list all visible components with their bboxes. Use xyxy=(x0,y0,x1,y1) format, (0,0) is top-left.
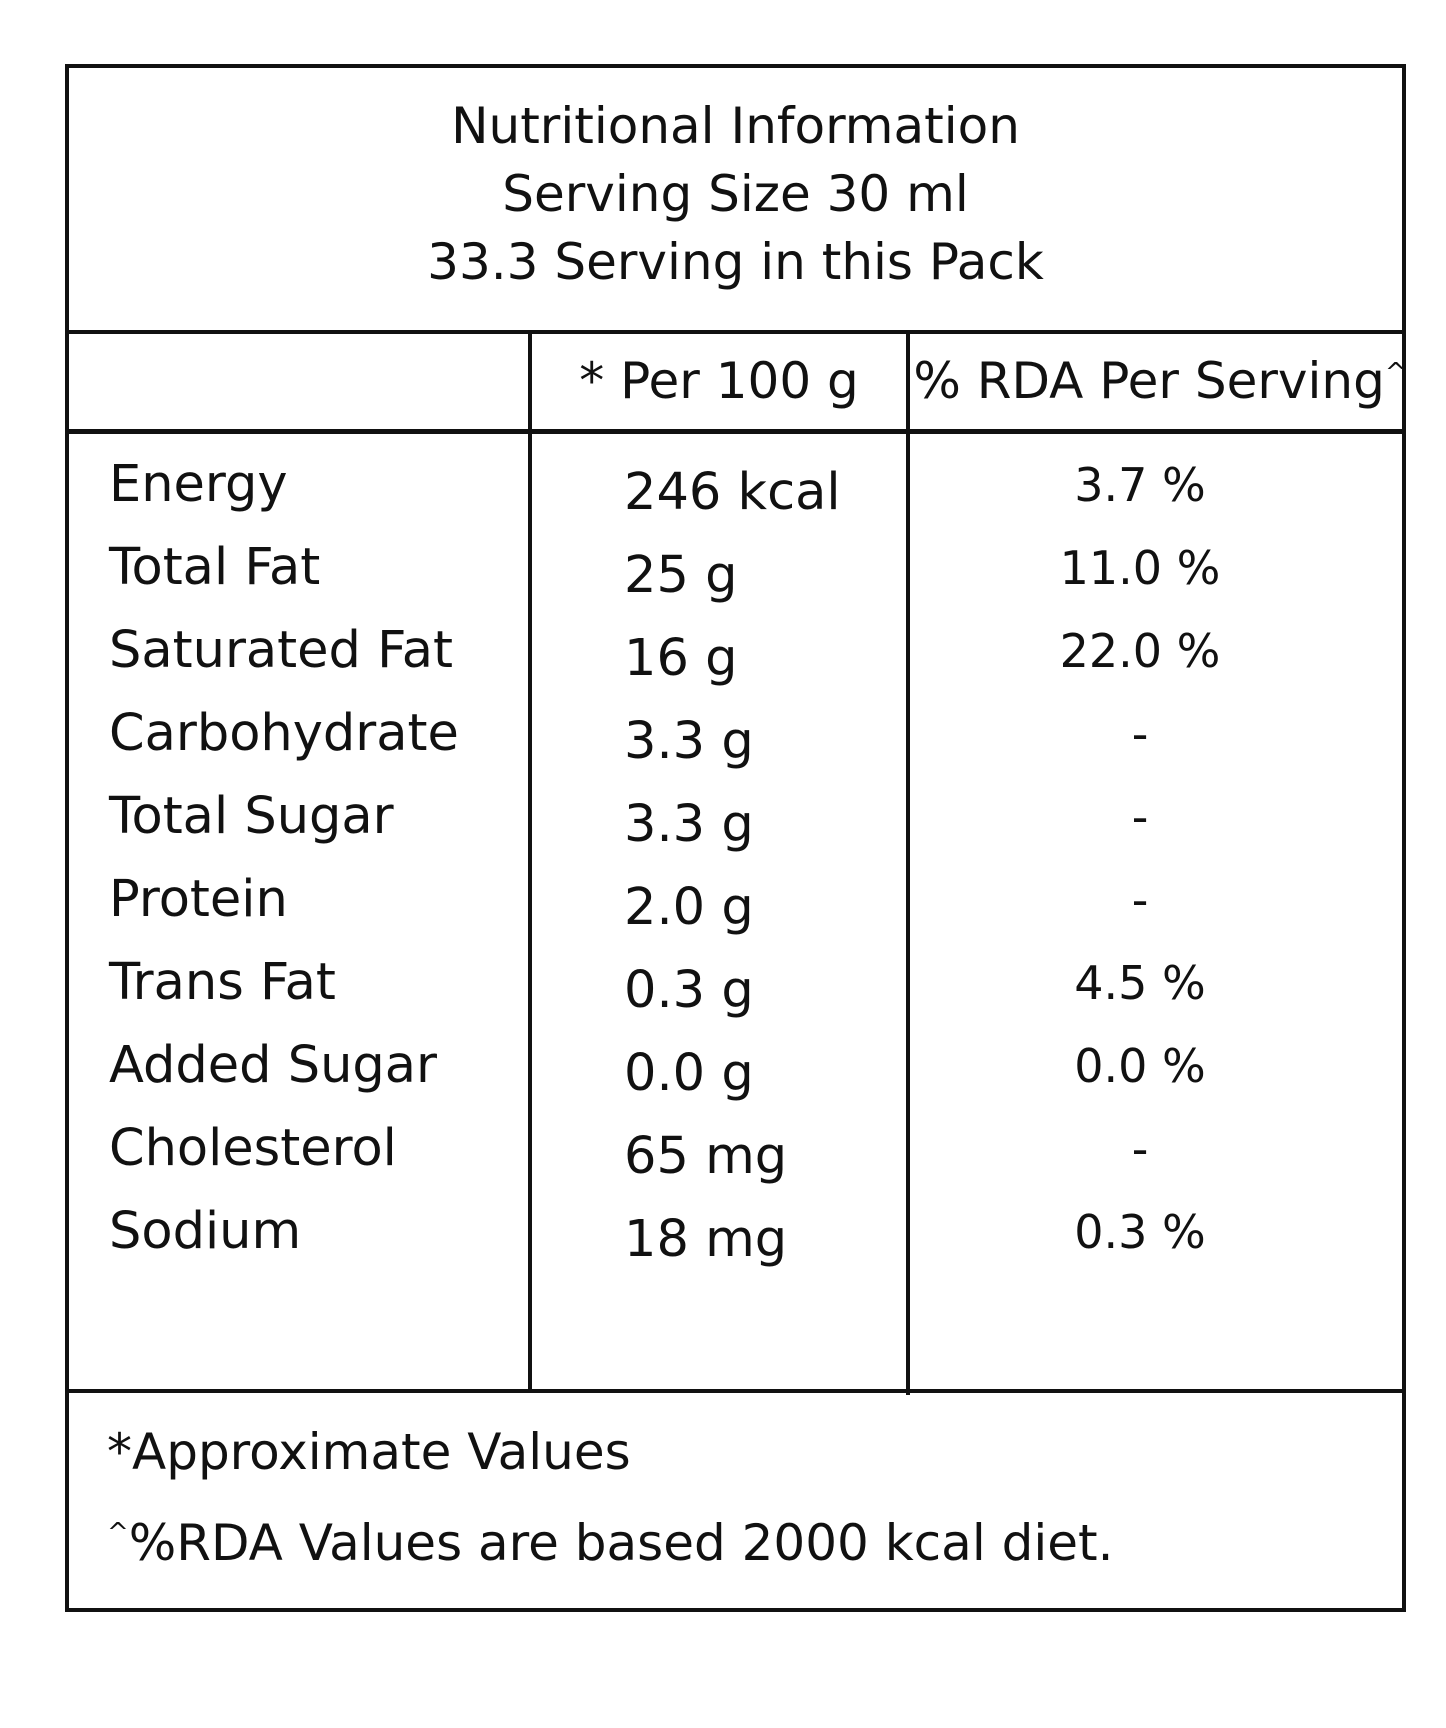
rda-basis-text: %RDA Values are based 2000 kcal diet. xyxy=(128,1514,1114,1572)
nutrient-name: Sodium xyxy=(109,1202,302,1261)
nutrient-name: Protein xyxy=(109,870,288,929)
rda-column-marker: ^ xyxy=(1384,358,1407,388)
nutrient-rda: - xyxy=(1131,790,1149,844)
nutrient-per-100g: 246 kcal xyxy=(624,463,841,522)
rda-column-header-label: % RDA Per Serving xyxy=(913,352,1385,410)
nutrient-per-100g: 3.3 g xyxy=(624,795,754,854)
nutrient-name: Total Sugar xyxy=(109,787,394,846)
rda-basis-marker: ^ xyxy=(107,1518,129,1548)
nutrition-header: Nutritional Information Serving Size 30 … xyxy=(69,68,1402,334)
nutrient-name: Added Sugar xyxy=(109,1036,437,1095)
nutrient-rda: 0.0 % xyxy=(1074,1039,1206,1093)
nutrient-per-100g: 2.0 g xyxy=(624,878,754,937)
nutrient-name: Saturated Fat xyxy=(109,621,454,680)
rda-column-header: % RDA Per Serving^ xyxy=(910,334,1410,429)
nutrient-row: Protein 2.0 g - xyxy=(69,854,1402,946)
per-100g-column-header: * Per 100 g xyxy=(579,352,859,410)
nutrient-row: Sodium 18 mg 0.3 % xyxy=(69,1186,1402,1278)
nutrient-name: Cholesterol xyxy=(109,1119,397,1178)
serving-size-text: Serving Size 30 ml xyxy=(502,165,969,223)
approximate-values-note: *Approximate Values xyxy=(107,1423,631,1481)
nutrient-per-100g: 65 mg xyxy=(624,1127,788,1186)
column-divider-1 xyxy=(528,334,532,1389)
nutrient-row: Energy 246 kcal 3.7 % xyxy=(69,439,1402,531)
nutrient-per-100g: 16 g xyxy=(624,629,738,688)
nutrient-per-100g: 25 g xyxy=(624,546,738,605)
nutrient-rda: 0.3 % xyxy=(1074,1205,1206,1259)
nutrient-rda: 4.5 % xyxy=(1074,956,1206,1010)
column-divider-2 xyxy=(906,334,910,1395)
nutrition-footer: *Approximate Values ^%RDA Values are bas… xyxy=(69,1389,1402,1608)
nutrient-row: Carbohydrate 3.3 g - xyxy=(69,688,1402,780)
nutrient-row: Total Fat 25 g 11.0 % xyxy=(69,522,1402,614)
nutrient-per-100g: 0.3 g xyxy=(624,961,754,1020)
nutrient-per-100g: 3.3 g xyxy=(624,712,754,771)
nutrition-facts-panel: Nutritional Information Serving Size 30 … xyxy=(65,64,1407,1612)
nutrition-title: Nutritional Information xyxy=(451,97,1020,155)
nutrient-rda: - xyxy=(1131,707,1149,761)
nutrient-rda: 11.0 % xyxy=(1059,541,1221,595)
nutrient-name: Carbohydrate xyxy=(109,704,459,763)
nutrient-rda: - xyxy=(1131,873,1149,927)
nutrient-per-100g: 0.0 g xyxy=(624,1044,754,1103)
nutrient-name: Total Fat xyxy=(109,538,321,597)
nutrient-rda: 3.7 % xyxy=(1074,458,1206,512)
nutrient-rda: 22.0 % xyxy=(1059,624,1221,678)
nutrient-row: Trans Fat 0.3 g 4.5 % xyxy=(69,937,1402,1029)
nutrient-rows: Energy 246 kcal 3.7 % Total Fat 25 g 11.… xyxy=(69,439,1402,1389)
servings-per-pack-text: 33.3 Serving in this Pack xyxy=(427,233,1044,291)
nutrient-row: Cholesterol 65 mg - xyxy=(69,1103,1402,1195)
nutrient-name: Trans Fat xyxy=(109,953,336,1012)
rda-basis-note: ^%RDA Values are based 2000 kcal diet. xyxy=(107,1514,1114,1572)
nutrient-row: Saturated Fat 16 g 22.0 % xyxy=(69,605,1402,697)
nutrient-rda: - xyxy=(1131,1122,1149,1176)
nutrient-row: Added Sugar 0.0 g 0.0 % xyxy=(69,1020,1402,1112)
nutrient-row: Total Sugar 3.3 g - xyxy=(69,771,1402,863)
nutrient-name: Energy xyxy=(109,455,288,514)
nutrient-per-100g: 18 mg xyxy=(624,1210,788,1269)
column-header-row: * Per 100 g % RDA Per Serving^ xyxy=(69,334,1407,434)
